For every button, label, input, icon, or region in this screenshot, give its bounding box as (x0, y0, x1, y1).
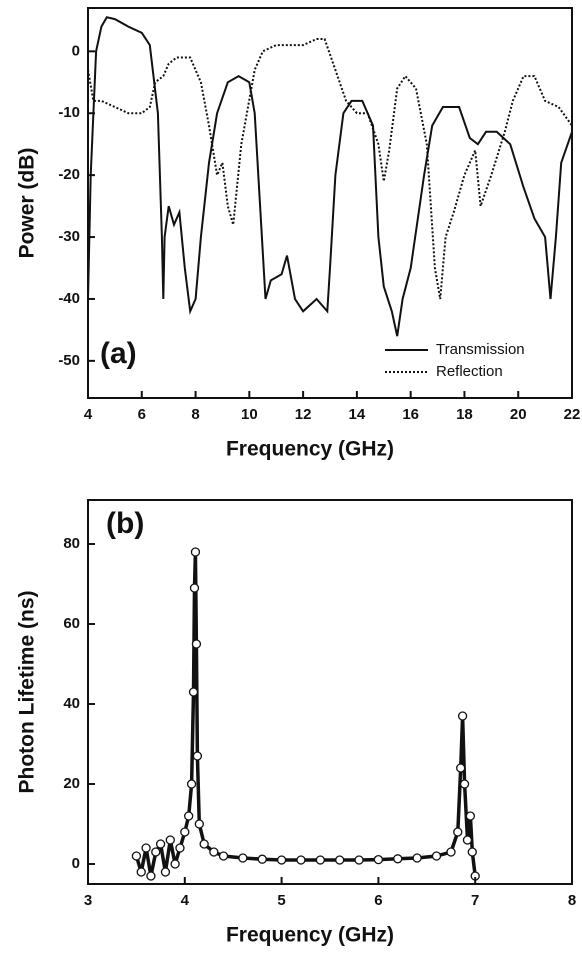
x-tick-label: 20 (510, 406, 527, 423)
y-tick-label: 0 (72, 42, 80, 59)
data-point (453, 827, 463, 837)
x-tick-label: 16 (402, 406, 419, 423)
data-point (151, 847, 161, 857)
y-axis-title: Power (dB) (16, 148, 39, 259)
y-tick-label: -10 (58, 104, 80, 121)
x-tick-label: 4 (84, 406, 93, 423)
y-axis-title: Photon Lifetime (ns) (16, 591, 39, 794)
x-tick-label: 22 (564, 406, 581, 423)
x-tick-label: 6 (138, 406, 146, 423)
legend-label: Transmission (436, 341, 525, 358)
x-tick-label: 18 (456, 406, 473, 423)
data-point (186, 779, 197, 789)
data-point (462, 835, 473, 845)
panel-label: (a) (100, 337, 137, 370)
y-tick-label: -20 (58, 166, 80, 183)
data-point (146, 871, 156, 881)
data-point (209, 847, 219, 857)
data-point (296, 855, 306, 865)
data-point (199, 839, 209, 849)
data-point (456, 763, 466, 773)
plot-frame (87, 7, 573, 399)
data-point (238, 853, 248, 863)
y-tick-label: 80 (63, 535, 80, 552)
data-point (175, 843, 185, 853)
y-tick-label: -50 (58, 352, 80, 369)
data-point (446, 847, 456, 857)
data-point (335, 855, 345, 865)
data-point (160, 867, 171, 877)
y-tick-label: 40 (63, 695, 80, 712)
data-point (184, 811, 194, 821)
data-point (191, 639, 202, 649)
x-tick-label: 6 (374, 892, 382, 909)
data-point (136, 867, 146, 877)
data-point (189, 583, 200, 593)
x-tick-label: 4 (181, 892, 190, 909)
legend-label: Reflection (436, 363, 503, 380)
x-tick-label: 5 (277, 892, 285, 909)
plot-frame (87, 499, 573, 885)
data-point (180, 827, 190, 837)
data-point (131, 851, 142, 861)
x-tick-label: 3 (84, 892, 92, 909)
series-line (87, 38, 573, 300)
y-tick-label: 0 (72, 855, 80, 872)
data-point (141, 843, 151, 853)
data-point (276, 855, 287, 865)
x-axis-title: Frequency (GHz) (226, 438, 394, 461)
series-line (134, 551, 477, 877)
x-tick-label: 12 (295, 406, 312, 423)
data-point (457, 711, 468, 721)
x-tick-label: 8 (568, 892, 576, 909)
data-point (373, 854, 384, 865)
x-axis-title: Frequency (GHz) (226, 924, 394, 947)
data-point (412, 853, 422, 863)
data-point (194, 819, 204, 829)
x-tick-label: 8 (191, 406, 199, 423)
x-tick-label: 14 (349, 406, 366, 423)
data-point (393, 854, 403, 864)
y-tick-label: 60 (63, 615, 80, 632)
data-point (155, 839, 166, 849)
data-point (188, 687, 199, 697)
panel-label: (b) (106, 507, 144, 540)
data-point (315, 855, 325, 865)
data-point (170, 859, 180, 869)
data-point (192, 751, 203, 761)
y-tick-label: -40 (58, 290, 80, 307)
data-point (431, 851, 442, 861)
data-point (354, 855, 364, 865)
data-point (257, 854, 267, 864)
data-point (467, 847, 477, 857)
y-tick-label: 20 (63, 775, 80, 792)
series-line (87, 16, 573, 337)
x-tick-label: 7 (471, 892, 479, 909)
y-tick-label: -30 (58, 228, 80, 245)
x-tick-label: 10 (241, 406, 258, 423)
data-point (218, 851, 229, 861)
data-point (465, 811, 476, 821)
data-point (459, 779, 470, 789)
data-point (190, 547, 201, 557)
data-point (165, 835, 175, 845)
